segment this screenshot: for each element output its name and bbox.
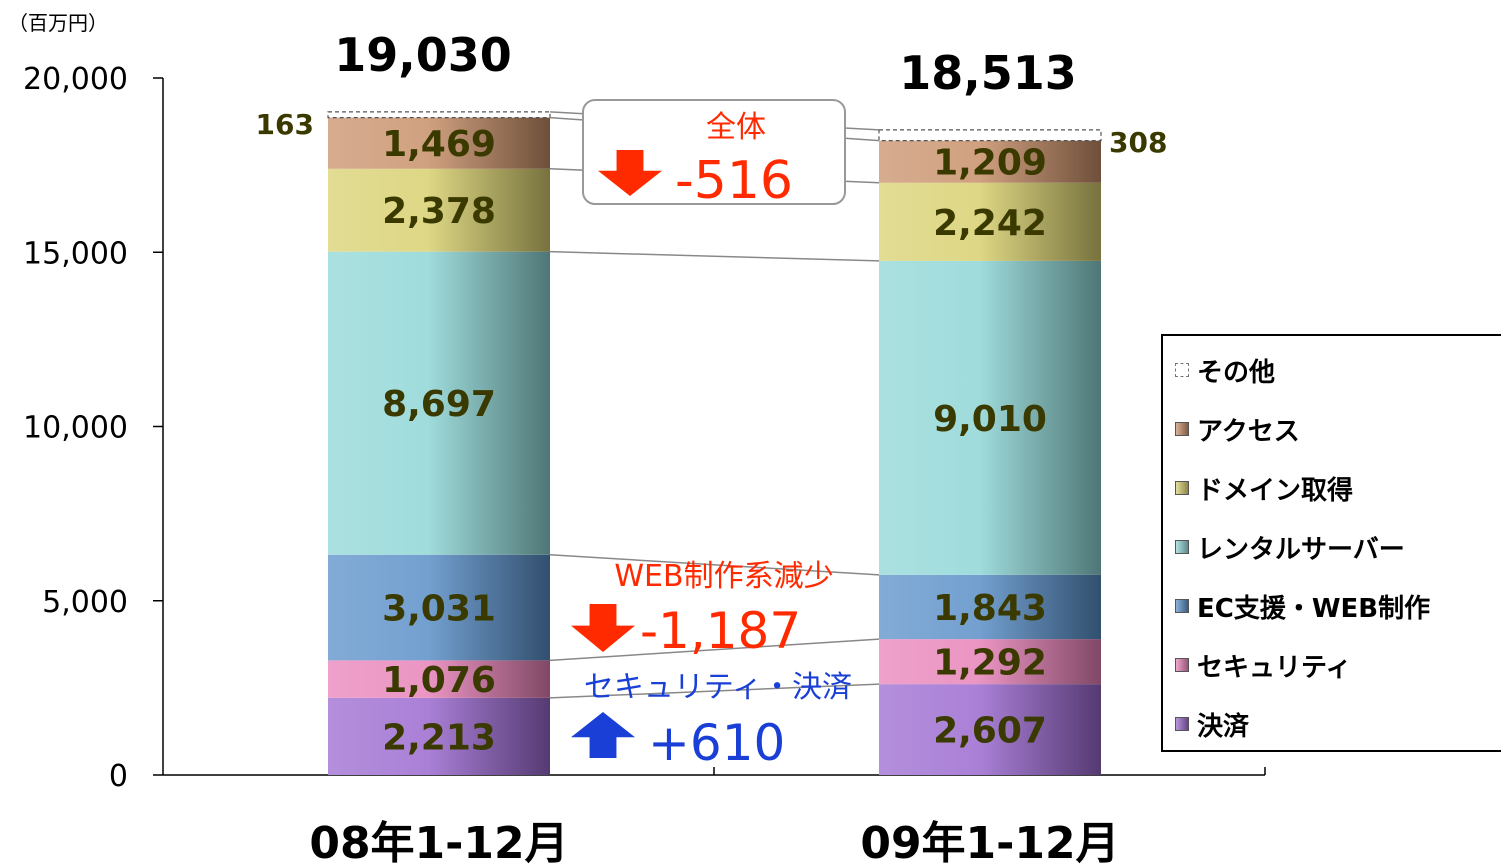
bar-segment-レンタルサーバー: [879, 260, 1101, 575]
bar-segment-セキュリティ: [879, 639, 1101, 685]
data-label: 1,469: [382, 124, 496, 165]
y-tick-label: 15,000: [23, 236, 128, 271]
legend-label: 決済: [1197, 711, 1250, 742]
down-arrow-icon: [571, 604, 635, 652]
down-arrow-icon: [598, 150, 662, 196]
legend-swatch: [1175, 481, 1189, 495]
bar-segment-EC支援・WEB制作: [879, 574, 1101, 640]
legend-label: セキュリティ: [1197, 652, 1352, 683]
legend-item: アクセス: [1175, 409, 1300, 449]
data-label: 2,607: [933, 711, 1047, 752]
security-change-value: +610: [648, 714, 785, 772]
chart-legend: その他アクセスドメイン取得レンタルサーバー EC支援・WEB制作 セキュリティ 決済: [1161, 334, 1501, 752]
bar-segment-アクセス: [328, 117, 550, 169]
connector-line: [549, 250, 880, 262]
total-change-value: -516: [675, 151, 793, 211]
bar-segment-アクセス: [879, 140, 1101, 183]
bar-segment-ドメイン取得: [328, 168, 550, 252]
legend-swatch: [1175, 422, 1189, 436]
legend-item: ドメイン取得: [1175, 468, 1353, 508]
legend-label: EC支援・WEB制作: [1197, 593, 1431, 624]
data-label: 2,213: [382, 717, 496, 758]
data-label: 163: [256, 108, 314, 141]
total-label: 18,513: [899, 46, 1077, 100]
y-tick-label: 5,000: [42, 585, 128, 620]
data-label: 9,010: [933, 399, 1047, 440]
bar-segment-セキュリティ: [328, 660, 550, 698]
bar-segment-レンタルサーバー: [328, 251, 550, 555]
bar-segment-その他: [878, 129, 1102, 142]
legend-swatch: [1175, 599, 1189, 613]
legend-label: アクセス: [1197, 416, 1300, 447]
bar-segment-決済: [879, 684, 1101, 775]
total-label: 19,030: [334, 28, 512, 82]
legend-label: その他: [1197, 357, 1276, 388]
legend-swatch: [1175, 717, 1189, 731]
legend-item: EC支援・WEB制作: [1175, 586, 1430, 626]
total-change-title: 全体: [706, 110, 766, 145]
data-label: 8,697: [382, 384, 496, 425]
bar-segment-決済: [328, 697, 550, 775]
data-label: 3,031: [382, 589, 496, 630]
legend-item: レンタルサーバー: [1175, 527, 1405, 567]
data-label: 2,378: [382, 191, 496, 232]
web-change-value: -1,187: [640, 602, 801, 660]
data-label: 2,242: [933, 203, 1047, 244]
legend-item: セキュリティ: [1175, 645, 1351, 685]
security-change-title: セキュリティ・決済: [584, 670, 852, 705]
x-tick-label: 08年1-12月: [309, 818, 568, 864]
up-arrow-icon: [571, 712, 635, 758]
connector-line: [549, 638, 880, 662]
data-label: 1,292: [933, 643, 1047, 684]
legend-swatch: [1175, 363, 1189, 377]
legend-swatch: [1175, 658, 1189, 672]
web-change-title: WEB制作系減少: [614, 559, 833, 594]
legend-label: レンタルサーバー: [1197, 534, 1405, 565]
legend-item: 決済: [1175, 704, 1249, 744]
y-axis-unit-label: （百万円）: [8, 11, 108, 35]
connector-line: [549, 553, 880, 576]
data-label: 1,076: [382, 660, 496, 701]
data-label: 1,209: [933, 143, 1047, 184]
bar-segment-その他: [327, 111, 551, 119]
data-label: 308: [1109, 126, 1167, 159]
y-tick-label: 20,000: [23, 62, 128, 97]
x-tick-label: 09年1-12月: [860, 818, 1119, 864]
legend-item: その他: [1175, 350, 1275, 390]
bar-segment-ドメイン取得: [879, 182, 1101, 261]
bar-segment-EC支援・WEB制作: [328, 554, 550, 661]
legend-swatch: [1175, 540, 1189, 554]
connector-line: [549, 683, 880, 699]
y-tick-label: 0: [109, 759, 128, 794]
data-label: 1,843: [933, 588, 1047, 629]
legend-label: ドメイン取得: [1197, 475, 1354, 506]
y-tick-label: 10,000: [23, 411, 128, 446]
